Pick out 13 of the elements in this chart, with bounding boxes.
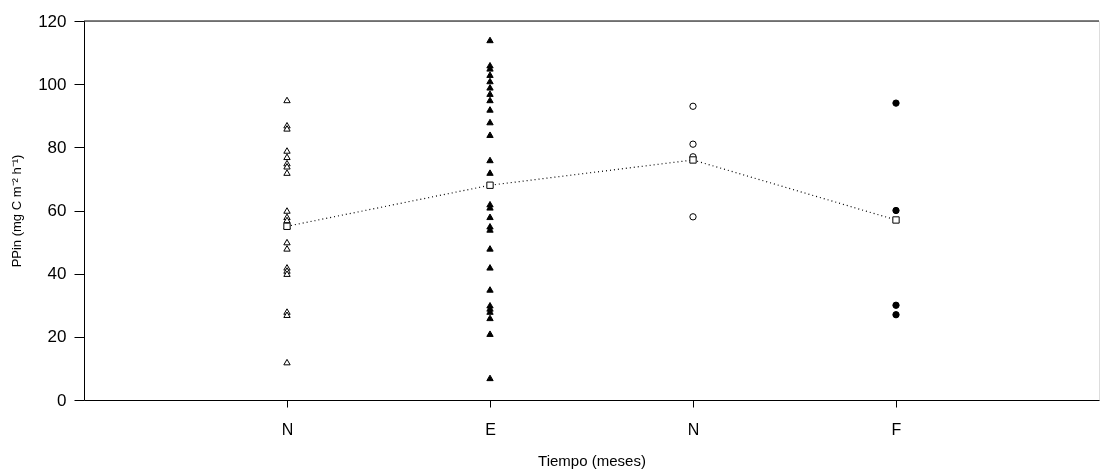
x-tick-label: F bbox=[891, 420, 902, 438]
y-tick-label: 100 bbox=[38, 74, 67, 94]
y-tick-label: 80 bbox=[47, 137, 67, 157]
x-tick-label: N bbox=[281, 420, 294, 438]
y-tick-label: 120 bbox=[38, 11, 67, 31]
y-tick-label: 20 bbox=[47, 327, 67, 347]
y-tick-label: 40 bbox=[47, 264, 67, 284]
y-tick-label: 0 bbox=[57, 390, 67, 410]
x-tick-label: E bbox=[485, 420, 496, 438]
y-axis-title: PPin (mg C m⁻² h⁻¹) bbox=[9, 154, 25, 268]
x-tick-label: N bbox=[687, 420, 700, 438]
x-axis-title: Tiempo (meses) bbox=[538, 451, 646, 469]
y-tick-label: 60 bbox=[47, 201, 67, 220]
